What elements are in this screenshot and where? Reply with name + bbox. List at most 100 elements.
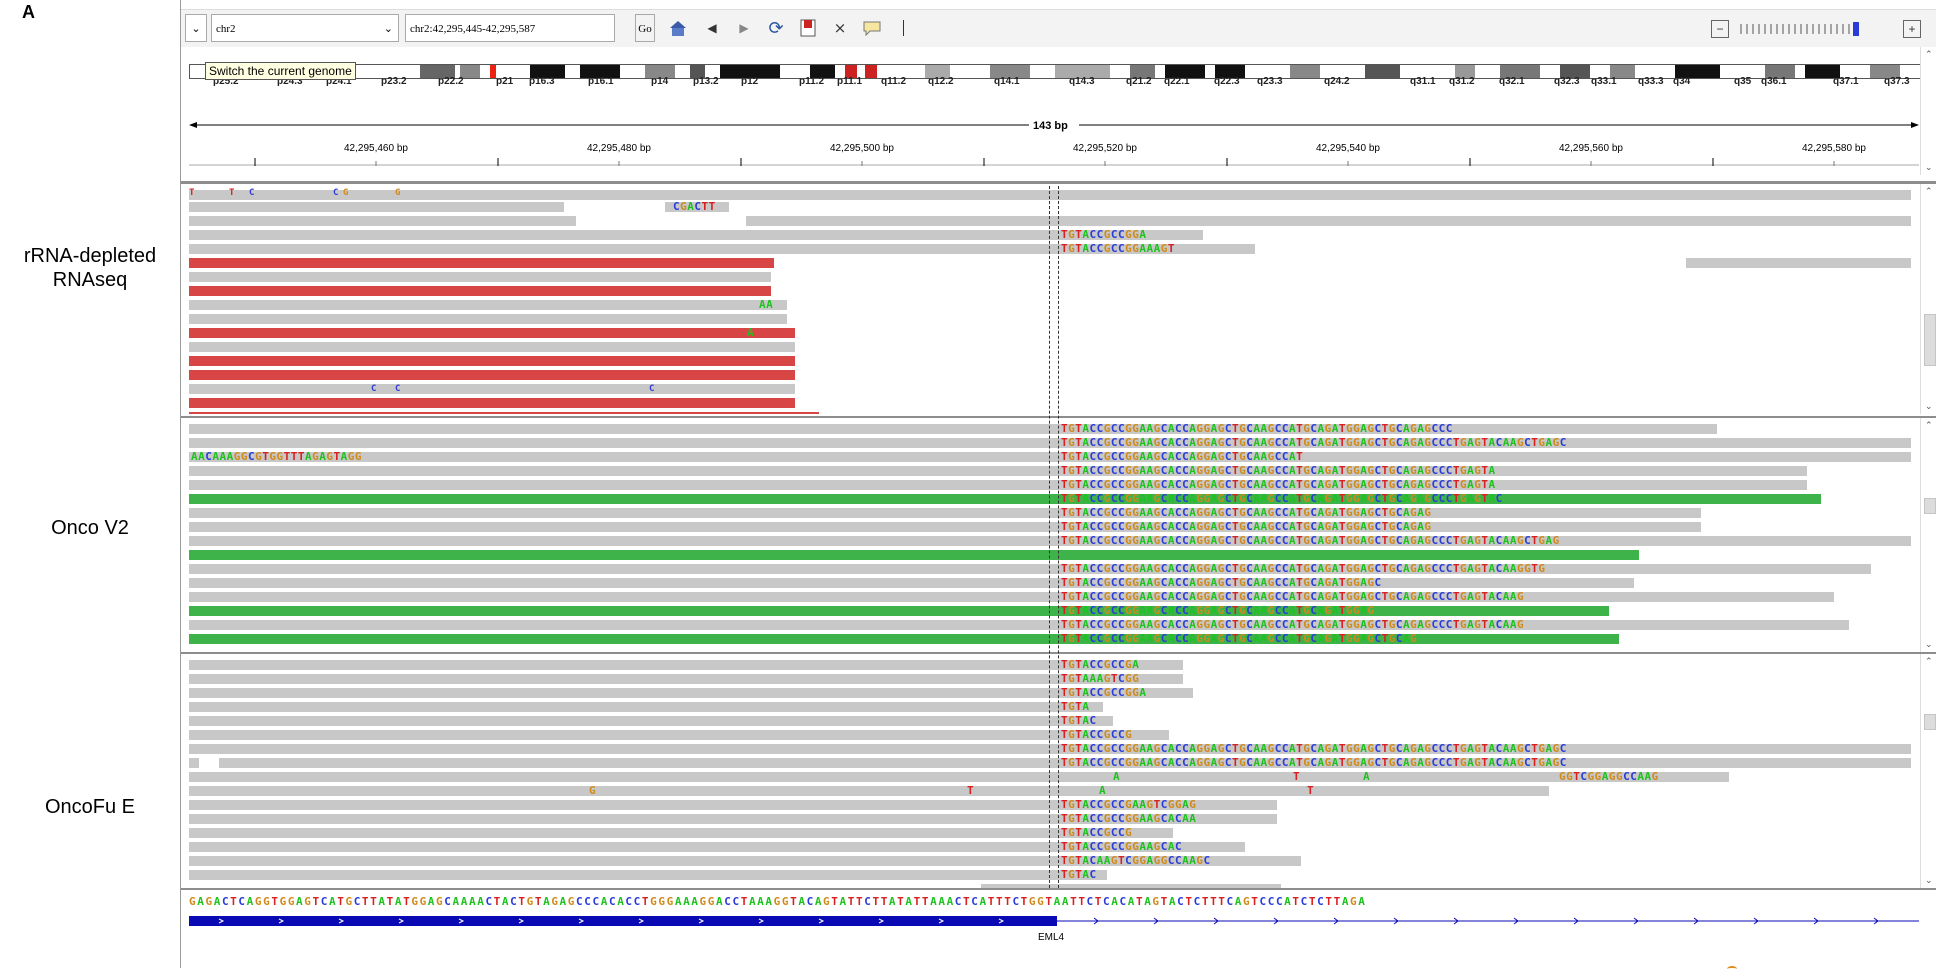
region-of-interest-icon[interactable]: [795, 16, 821, 40]
band-label: q12.2: [928, 76, 954, 87]
band-label: q35: [1734, 76, 1752, 87]
read-seq: TGTACAAGTCGGAGGCCAAGC: [1061, 854, 1211, 867]
band-label: p24.1: [326, 76, 352, 87]
header-scrollbar[interactable]: ⌃ ⌄: [1920, 47, 1936, 175]
read-seq: TGTACCGCCGGAAGCACCAGGAGCTGCAAGCCATGCAGAT…: [1061, 506, 1432, 519]
resize-to-window-icon[interactable]: ⨯: [833, 20, 847, 37]
chromosome-ideogram[interactable]: [189, 64, 1921, 79]
read-seq: TGTACCGCCGGAAGCACCAGGAGCTGCAAGCCATGCAGAT…: [1061, 632, 1418, 645]
band-label: q31.2: [1449, 76, 1475, 87]
band-label: p23.2: [381, 76, 407, 87]
chevron-down-icon: ⌄: [383, 23, 393, 35]
band-label: q21.2: [1126, 76, 1152, 87]
center-guide-left: [1049, 186, 1050, 888]
band-label: q22.1: [1164, 76, 1190, 87]
back-arrow-icon[interactable]: ◀: [707, 21, 717, 35]
mismatch-base: C: [371, 384, 377, 394]
scroll-up-icon[interactable]: ⌃: [1925, 656, 1933, 666]
span-label: 143 bp: [1033, 120, 1068, 132]
mismatch-base: T: [1293, 770, 1301, 783]
read-seq: TGTACCGCCGGAAGCACCAGGAGCTGCAAGCCATGCAGAT…: [1061, 436, 1567, 449]
popup-text-icon[interactable]: [859, 16, 885, 40]
read-seq: TGTACCGCCGAAGTCGGAG: [1061, 798, 1197, 811]
soft-clip-seq: AACAAAGGCGTGGTTTAGAGTAGG: [191, 450, 362, 463]
chromosome-select[interactable]: chr2 ⌄: [211, 14, 399, 42]
zoom-in-icon[interactable]: +: [1903, 20, 1921, 38]
mismatch-base: T: [189, 188, 195, 198]
zoom-out-icon[interactable]: −: [1711, 20, 1729, 38]
track-onco-v2[interactable]: TGTACCGCCGGAAGCACCAGGAGCTGCAAGCCATGCAGAT…: [181, 416, 1936, 652]
track-reference-gene[interactable]: GAGACTCAGGTGGAGTCATGCTTATATGGAGCAAAACTAC…: [181, 888, 1936, 970]
read-seq: TGTACCGCCGGAAGCACCAGGAGCTGCAAGCCATGCAGAT…: [1061, 492, 1503, 505]
read-seq: TGTACCGCCGGAAGCACAA: [1061, 812, 1197, 825]
band-label: p22.2: [438, 76, 464, 87]
track-oncofu-e[interactable]: TGTACCGCCGA TGTAAAGTCGG TGTACCGCCGGA TGT…: [181, 652, 1936, 888]
read-seq: TGTA: [1061, 700, 1090, 713]
figure-letter: A: [22, 2, 35, 22]
scroll-up-icon[interactable]: ⌃: [1925, 420, 1933, 430]
track-scrollbar[interactable]: ⌃ ⌄: [1920, 654, 1936, 888]
genome-selector[interactable]: ⌄: [185, 14, 207, 42]
panel-label-rrna-line2: RNAseq: [52, 269, 128, 291]
ruler-tick-label: 42,295,500 bp: [830, 143, 894, 154]
band-label: q14.3: [1069, 76, 1095, 87]
mismatch-base: A: [1113, 770, 1121, 783]
mismatch-base: C: [395, 384, 401, 394]
read-seq: TGTACCGCCGA: [1061, 658, 1140, 671]
home-icon[interactable]: [665, 16, 691, 40]
panel-label-rrna: rRNA-depleted RNAseq: [0, 244, 180, 292]
ruler-tick-label: 42,295,480 bp: [587, 143, 651, 154]
scroll-down-icon[interactable]: ⌄: [1925, 162, 1933, 172]
ruler-tick-label: 42,295,580 bp: [1802, 143, 1866, 154]
read-seq: TGTACCGCCGGAAGCACCAGGAGCTGCAAGCCATGCAGAT…: [1061, 742, 1567, 755]
read-seq: TGTACCGCCGGAAGCACCAGGAGCTGCAAGCCATGCAGAT…: [1061, 562, 1546, 575]
scroll-down-icon[interactable]: ⌄: [1925, 875, 1933, 885]
ruler-tick-label: 42,295,540 bp: [1316, 143, 1380, 154]
forward-arrow-icon[interactable]: ▶: [739, 21, 749, 35]
reference-sequence: GAGACTCAGGTGGAGTCATGCTTATATGGAGCAAAACTAC…: [189, 895, 1367, 908]
mismatch-base: T: [1307, 784, 1315, 797]
ruler-ticks: [189, 158, 1919, 166]
read-seq: TGTACCGCCGGAAGCACCAGGAGCTGCAAGCCATGCAGAT…: [1061, 756, 1567, 769]
mismatch-base: T: [229, 188, 235, 198]
track-scrollbar[interactable]: ⌃ ⌄: [1920, 184, 1936, 414]
scroll-thumb[interactable]: [1924, 314, 1936, 366]
track-scrollbar[interactable]: ⌃ ⌄: [1920, 418, 1936, 652]
mismatch-base: C: [249, 188, 255, 198]
scroll-up-icon[interactable]: ⌃: [1925, 49, 1933, 59]
band-label: q33.1: [1591, 76, 1617, 87]
refresh-icon[interactable]: ⟳: [768, 17, 784, 38]
mismatch-base: A: [1099, 784, 1107, 797]
scroll-up-icon[interactable]: ⌃: [1925, 186, 1933, 196]
scroll-thumb[interactable]: [1924, 714, 1936, 730]
clip-read: TGTACCGCCGGAAAGT: [1061, 242, 1175, 255]
band-label: q37.1: [1833, 76, 1859, 87]
read-seq: TGTAC: [1061, 868, 1097, 881]
read-seq: TGTACCGCCGGAAGCACCAGGAGCTGCAAGCCATGCAGAT…: [1061, 520, 1432, 533]
ruler-tick-label: 42,295,520 bp: [1073, 143, 1137, 154]
soft-clip-seq: CGACTT: [673, 200, 716, 213]
read-seq: TGTACCGCCGGAAGCACCAGGAGCTGCAAGCCATGCAGAT…: [1061, 604, 1375, 617]
zoom-slider[interactable]: [1739, 22, 1869, 36]
band-label: q34: [1673, 76, 1691, 87]
ruler-tick-label: 42,295,560 bp: [1559, 143, 1623, 154]
scroll-thumb[interactable]: [1924, 498, 1936, 514]
locus-input[interactable]: chr2:42,295,445-42,295,587: [405, 14, 615, 42]
scroll-down-icon[interactable]: ⌄: [1925, 639, 1933, 649]
gene-model-eml4[interactable]: [189, 914, 1919, 928]
span-indicator: [189, 119, 1919, 131]
read-seq: TGTACCGCCGGAAGCACCAGGAGCTGCAAGCCATGCAGAT…: [1061, 478, 1496, 491]
band-label: p16.3: [529, 76, 555, 87]
orange-mark-icon: [1727, 966, 1737, 970]
band-label: q24.2: [1324, 76, 1350, 87]
read-seq: TGTACCGCCG: [1061, 826, 1133, 839]
band-label: p16.1: [588, 76, 614, 87]
read-seq: TGTAC: [1061, 714, 1097, 727]
band-label: q37.3: [1884, 76, 1910, 87]
mismatch-base: A: [1363, 770, 1371, 783]
read-seq: TGTACCGCCGGAAGCACCAGGAGCTGCAAGCCATGCAGAT…: [1061, 576, 1382, 589]
band-label: q32.3: [1554, 76, 1580, 87]
go-button[interactable]: Go: [635, 14, 655, 42]
track-rrna-rnaseq[interactable]: T T C C G G CGACTT TGTACCGCCGGA TGTACCGC…: [181, 184, 1936, 414]
scroll-down-icon[interactable]: ⌄: [1925, 401, 1933, 411]
